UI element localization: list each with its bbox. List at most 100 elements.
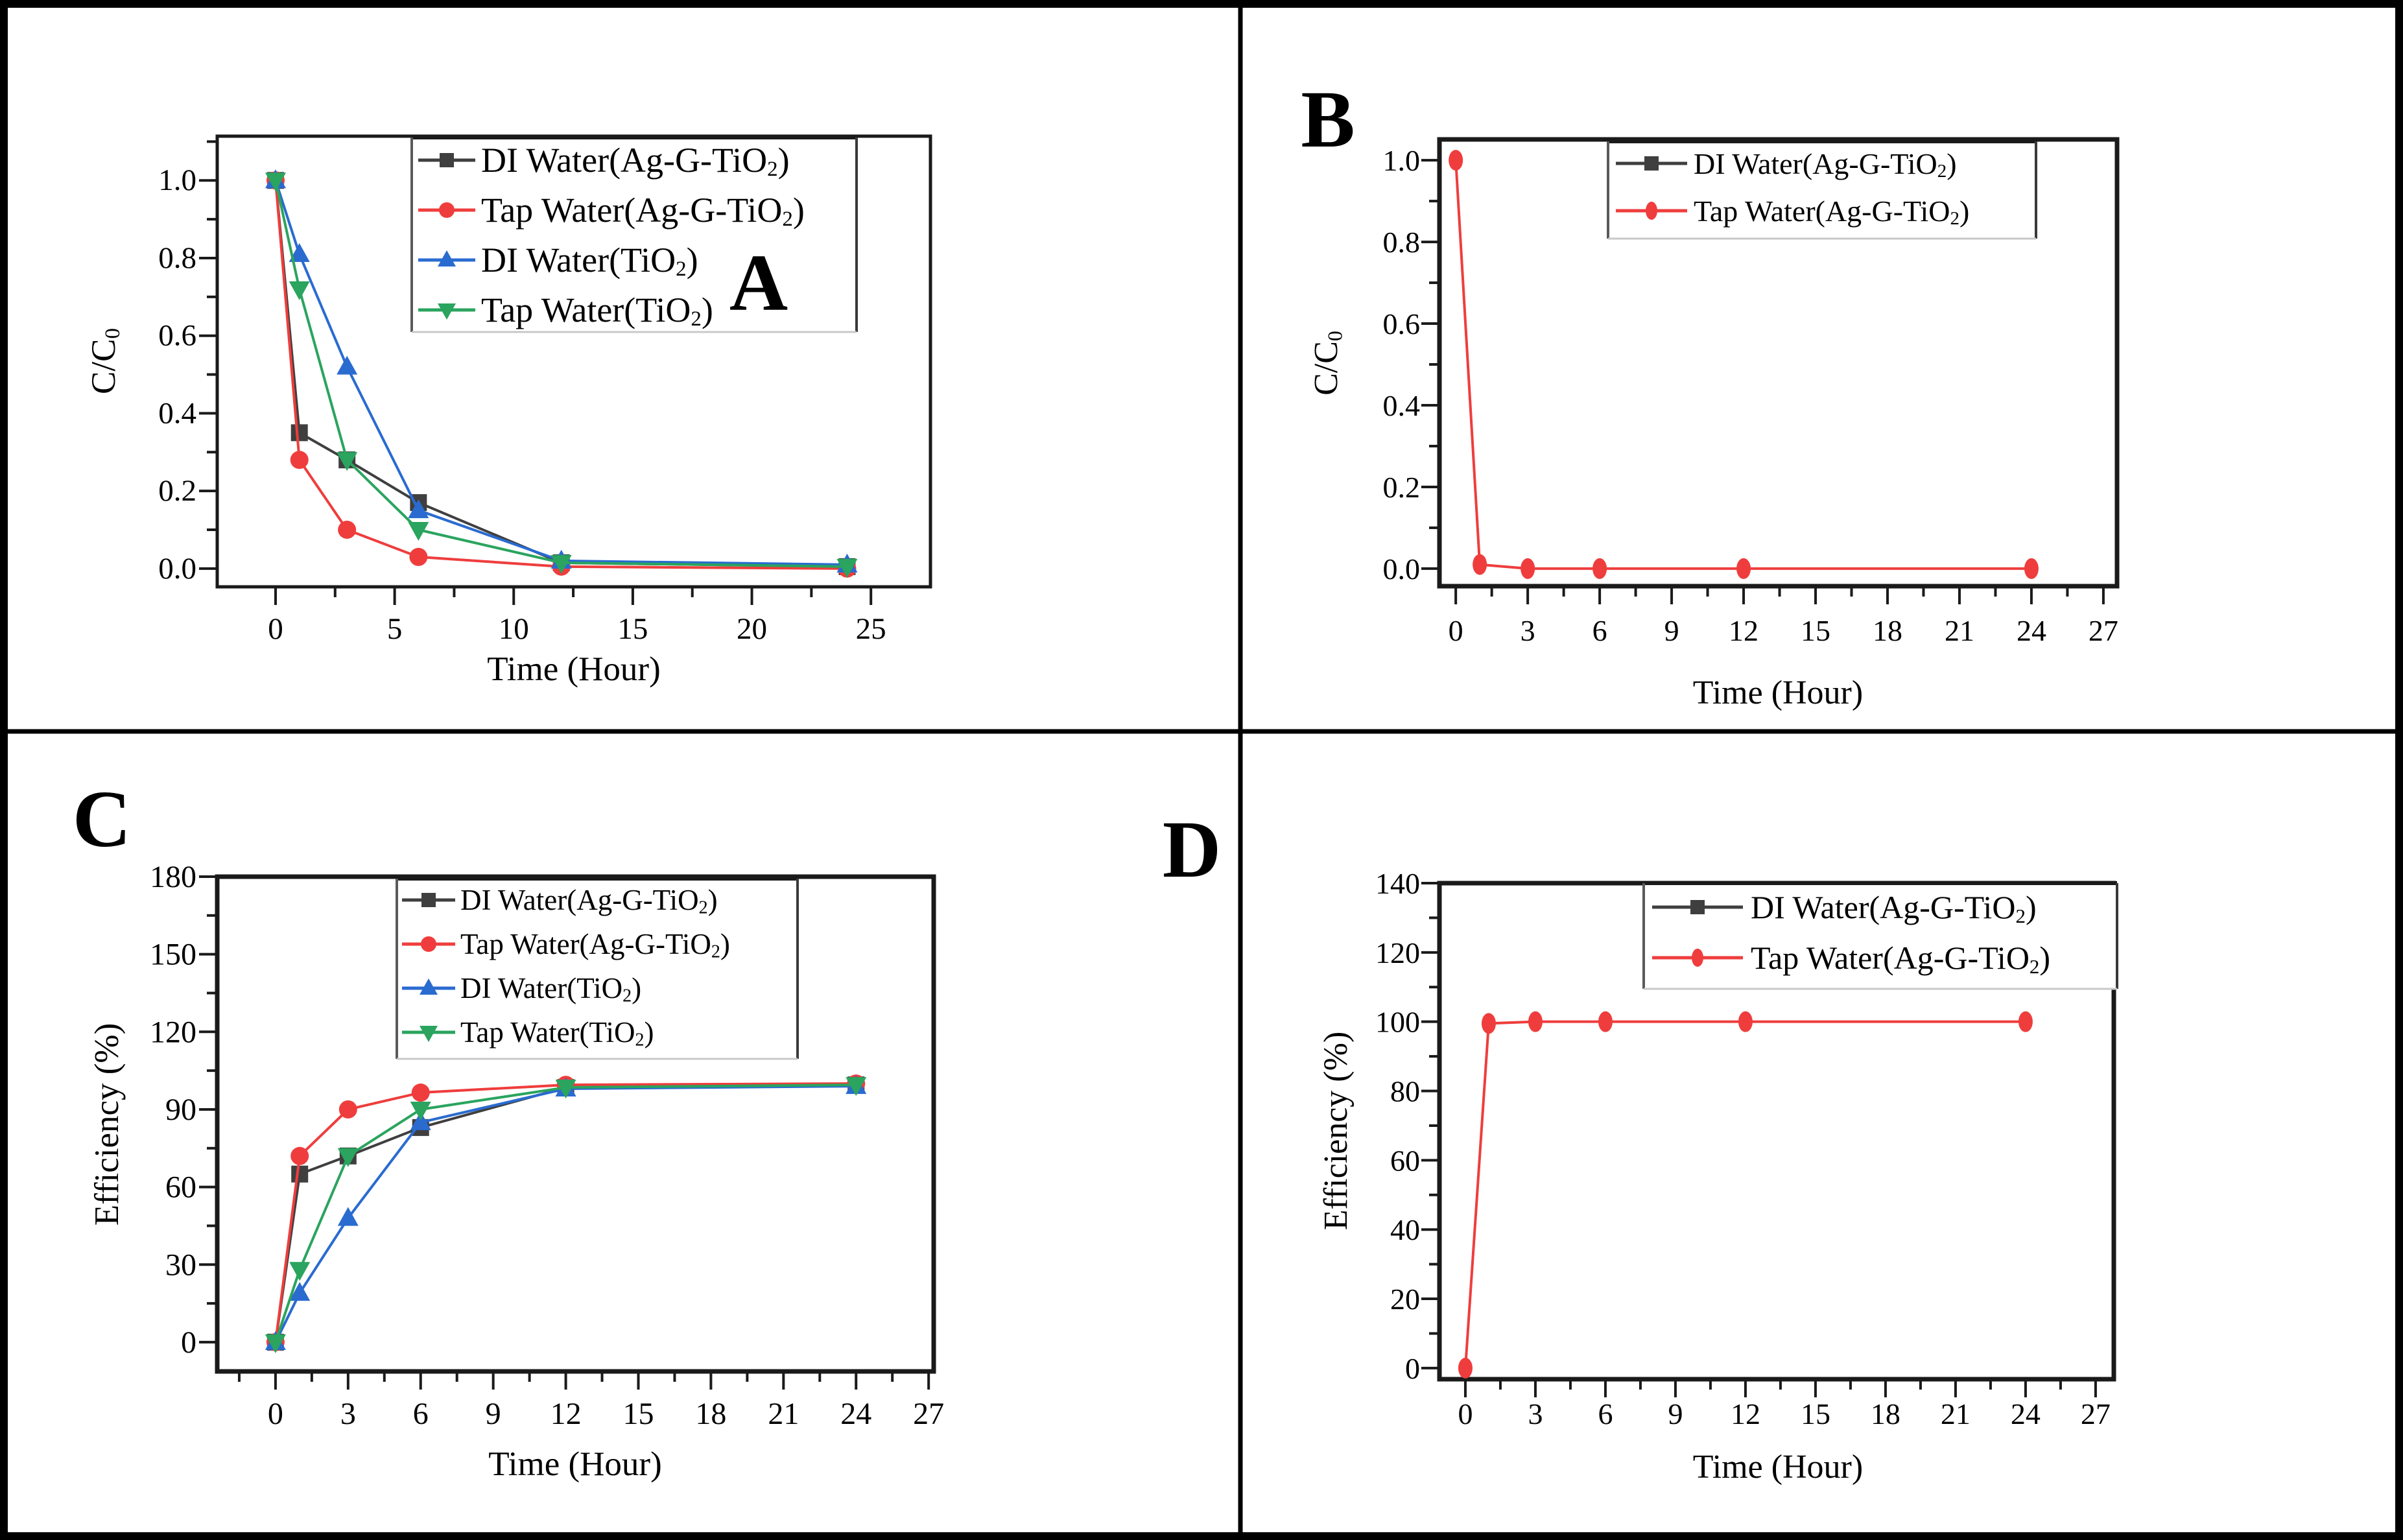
y-axis-title: Efficiency (%) <box>1318 1032 1355 1231</box>
series-marker-tap-water-ag-g-tio2 <box>411 1084 430 1102</box>
legend: DI Water(Ag-G-TiO2) Tap Water(Ag-G-TiO2) D… <box>396 877 799 1060</box>
legend: DI Water(Ag-G-TiO2) Tap Water(Ag-G-TiO2) <box>1607 139 2037 240</box>
series-line-tap-water-ag-g-tio2 <box>1463 1020 2026 1369</box>
x-tick-label: 21 <box>768 1397 799 1431</box>
x-tick-label: 20 <box>737 612 767 646</box>
legend-label: Tap Water(Ag-G-TiO2) <box>1694 195 1969 229</box>
y-axis: 0.0 0.2 0.4 0.6 0.8 1.0 C/C0 <box>1308 144 1439 585</box>
y-tick-label: 0.8 <box>158 241 196 275</box>
y-axis: 0 30 60 90 120 150 180 Efficiency (%) <box>88 860 217 1359</box>
x-tick-label: 10 <box>499 612 529 646</box>
x-tick-label: 0 <box>1458 1397 1473 1430</box>
series-marker-tap-water-tio2 <box>289 1262 311 1281</box>
series-marker-di-water-tio2 <box>408 499 429 519</box>
series-marker-di-water-tio2 <box>289 1282 311 1301</box>
legend-marker-circle-icon <box>439 202 455 218</box>
legend: DI Water(Ag-G-TiO2) Tap Water(Ag-G-TiO2) D… <box>410 136 858 333</box>
series-marker-di-water-tio2 <box>337 355 358 375</box>
series-marker-tap-water-ag-g-tio2 <box>1592 558 1607 579</box>
y-tick-label: 120 <box>150 1015 196 1049</box>
panel-d-chart: 0 3 6 9 12 15 18 21 24 27 Time (Hour) 0 20 40 60 80 100 1… <box>1163 805 2118 1486</box>
series-marker-di-water-tio2 <box>410 1111 431 1130</box>
legend-box <box>397 879 798 1059</box>
legend-label: DI Water(Ag-G-TiO2) <box>481 141 790 181</box>
y-axis: 0 20 40 60 80 100 120 140 Efficiency (%) <box>1318 867 1439 1384</box>
series-marker-tap-water-tio2 <box>337 452 358 471</box>
legend-marker-square-icon <box>1644 156 1659 171</box>
x-tick-label: 15 <box>622 1397 654 1431</box>
x-tick-label: 6 <box>1592 614 1607 647</box>
x-tick-label: 3 <box>1521 614 1535 647</box>
legend-marker-square-icon <box>440 153 454 167</box>
y-tick-label: 90 <box>165 1092 196 1126</box>
legend-label: Tap Water(Ag-G-TiO2) <box>481 191 805 231</box>
legend: DI Water(Ag-G-TiO2) Tap Water(Ag-G-TiO2) <box>1642 881 2118 990</box>
x-axis: 0 3 6 9 12 15 18 21 24 27 Time (Hour) <box>1458 1379 2111 1486</box>
x-tick-label: 27 <box>2081 1397 2111 1430</box>
series-marker-tap-water-ag-g-tio2 <box>1458 1357 1473 1379</box>
x-tick-label: 18 <box>1873 614 1902 647</box>
x-axis: 0 3 6 9 12 15 18 21 24 27 Time (Hour) <box>237 1371 944 1483</box>
series-marker-tap-water-ag-g-tio2 <box>1738 1011 1753 1032</box>
y-tick-label: 180 <box>150 860 196 894</box>
series-marker-tap-water-tio2 <box>265 172 286 192</box>
x-tick-label: 6 <box>1598 1397 1613 1430</box>
legend-box <box>412 137 857 332</box>
y-tick-label: 0.0 <box>158 552 196 586</box>
y-tick-label: 0.2 <box>1383 470 1421 503</box>
series-line-tap-water-ag-g-tio2 <box>1454 160 2031 570</box>
series-marker-tap-water-tio2 <box>289 281 310 300</box>
series-marker-tap-water-ag-g-tio2 <box>290 1146 309 1165</box>
series-marker-tap-water-ag-g-tio2 <box>338 1100 357 1119</box>
x-tick-label: 27 <box>913 1397 944 1431</box>
x-tick-label: 24 <box>840 1397 871 1431</box>
series-marker-tap-water-tio2 <box>337 1148 359 1167</box>
y-tick-label: 1.0 <box>158 163 196 197</box>
legend-label: DI Water(TiO2) <box>460 972 641 1006</box>
x-tick-label: 9 <box>1668 1397 1683 1430</box>
legend-label: Tap Water(TiO2) <box>481 290 713 331</box>
x-tick-label: 0 <box>268 1397 283 1431</box>
panel-letter-a: A <box>729 239 788 328</box>
series-marker-di-water-ag-g-tio2 <box>290 424 308 442</box>
x-tick-label: 3 <box>1528 1397 1543 1430</box>
series-line-tap-water-tio2 <box>274 180 847 568</box>
y-tick-label: 40 <box>1390 1213 1420 1246</box>
y-tick-label: 1.0 <box>1383 144 1421 177</box>
x-tick-label: 15 <box>1801 614 1830 647</box>
x-axis-title: Time (Hour) <box>1693 1449 1863 1486</box>
x-tick-label: 3 <box>340 1397 356 1431</box>
series-marker-tap-water-ag-g-tio2 <box>1481 1013 1496 1034</box>
panel-letter-d: D <box>1163 805 1221 895</box>
legend-label: DI Water(TiO2) <box>481 241 698 281</box>
legend-marker-ellipse-v-icon <box>1646 202 1657 220</box>
series-line-tap-water-tio2 <box>274 1084 857 1343</box>
x-tick-label: 9 <box>486 1397 501 1431</box>
legend-box <box>1644 883 2117 989</box>
legend-marker-triangle-down-icon <box>438 303 456 320</box>
series-marker-tap-water-tio2 <box>555 1080 576 1099</box>
panel-c-chart: 0 3 6 9 12 15 18 21 24 27 Time (Hour) 0 30 60 90 120 150… <box>73 775 944 1483</box>
series-marker-tap-water-tio2 <box>265 1334 286 1353</box>
x-tick-label: 24 <box>2017 614 2046 647</box>
y-tick-label: 0.6 <box>158 319 196 353</box>
series-marker-tap-water-tio2 <box>408 522 429 541</box>
legend-marker-square-icon <box>1690 900 1705 914</box>
series-marker-tap-water-ag-g-tio2 <box>1736 558 1751 579</box>
x-tick-label: 5 <box>387 612 403 646</box>
y-tick-label: 60 <box>165 1170 196 1204</box>
y-tick-label: 0 <box>1405 1351 1420 1384</box>
x-tick-label: 18 <box>1871 1397 1900 1430</box>
x-tick-label: 24 <box>2011 1397 2041 1430</box>
y-axis-title: C/C0 <box>1308 331 1347 396</box>
y-axis-title: C/C0 <box>85 328 124 394</box>
series-marker-tap-water-ag-g-tio2 <box>2024 558 2039 579</box>
series-marker-di-water-ag-g-tio2 <box>291 1165 309 1183</box>
series-marker-tap-water-tio2 <box>550 554 572 574</box>
y-tick-label: 0.8 <box>1383 226 1421 259</box>
x-tick-label: 21 <box>1945 614 1974 647</box>
y-axis: 0.0 0.2 0.4 0.6 0.8 1.0 C/C0 <box>85 140 217 586</box>
series-marker-tap-water-ag-g-tio2 <box>1473 554 1487 575</box>
series-marker-tap-water-tio2 <box>836 558 858 578</box>
